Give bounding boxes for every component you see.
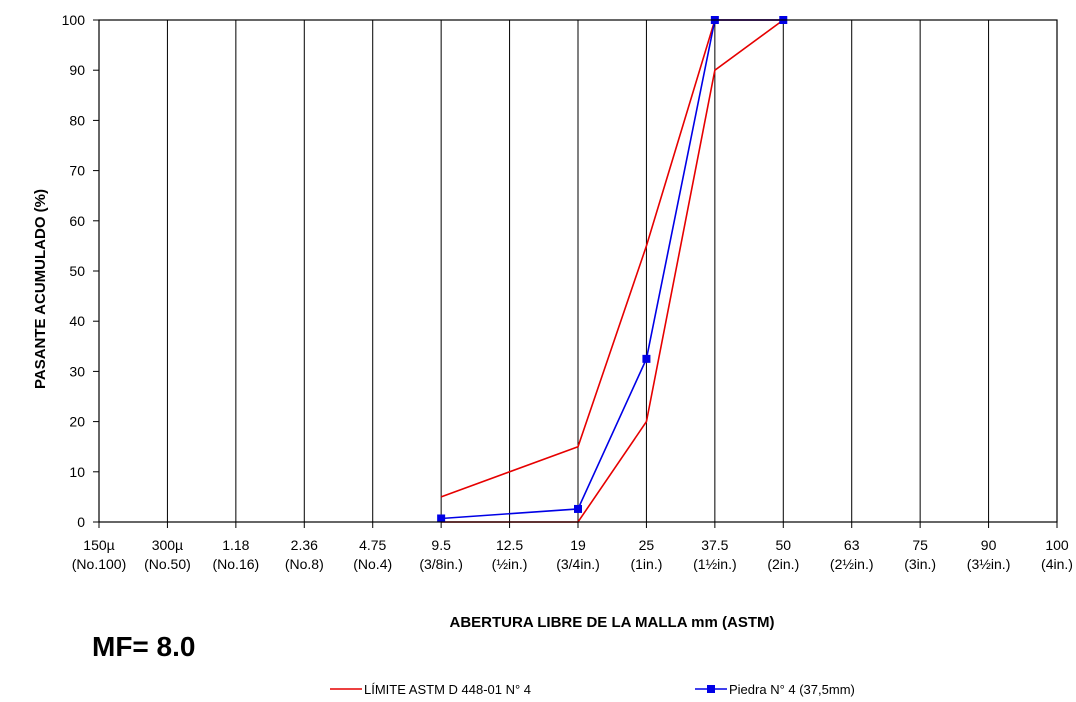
x-tick-label-top: 1.18 <box>222 537 249 553</box>
x-tick-label-top: 100 <box>1045 537 1069 553</box>
y-tick-label: 100 <box>62 12 86 28</box>
x-tick-label-top: 2.36 <box>291 537 318 553</box>
x-tick-label-bottom: (3/8in.) <box>419 556 463 572</box>
x-tick-label-top: 9.5 <box>431 537 451 553</box>
x-tick-label-top: 4.75 <box>359 537 386 553</box>
y-axis-ticks: 0 10 20 30 40 50 60 70 80 90 100 <box>62 12 99 530</box>
y-tick-label: 40 <box>69 313 85 329</box>
series-layer <box>437 16 788 523</box>
x-tick-label-top: 300µ <box>152 537 183 553</box>
x-tick-label-top: 25 <box>639 537 655 553</box>
y-axis-title: PASANTE ACUMULADO (%) <box>32 189 49 389</box>
x-tick-label-bottom: (No.8) <box>285 556 324 572</box>
x-tick-label-bottom: (3/4in.) <box>556 556 600 572</box>
x-tick-label-bottom: (4in.) <box>1041 556 1073 572</box>
y-tick-label: 30 <box>69 363 85 379</box>
x-tick-label-bottom: (No.16) <box>213 556 260 572</box>
data-point <box>574 504 582 513</box>
series-line-2 <box>441 19 784 520</box>
x-tick-label-bottom: (No.4) <box>353 556 392 572</box>
x-tick-label-top: 50 <box>775 537 791 553</box>
legend-label: Piedra N° 4 (37,5mm) <box>729 682 855 697</box>
x-tick-label-top: 150µ <box>83 537 114 553</box>
x-tick-label-top: 19 <box>570 537 586 553</box>
x-tick-label-bottom: (1in.) <box>630 556 662 572</box>
y-tick-label: 60 <box>69 213 85 229</box>
x-tick-label-bottom: (3½in.) <box>967 556 1011 572</box>
x-tick-label-top: 12.5 <box>496 537 523 553</box>
x-tick-label-top: 63 <box>844 537 860 553</box>
x-axis-title: ABERTURA LIBRE DE LA MALLA mm (ASTM) <box>450 614 775 631</box>
y-tick-label: 0 <box>77 514 85 530</box>
x-tick-label-top: 75 <box>912 537 928 553</box>
legend: LÍMITE ASTM D 448-01 N° 4 Piedra N° 4 (37… <box>330 682 855 697</box>
x-tick-label-bottom: (No.50) <box>144 556 191 572</box>
grid-lines <box>166 20 990 522</box>
fineness-modulus-label: MF= 8.0 <box>92 631 195 662</box>
y-tick-label: 90 <box>69 62 85 78</box>
x-tick-label-top: 37.5 <box>701 537 728 553</box>
legend-swatch-marker <box>707 685 715 693</box>
legend-label: LÍMITE ASTM D 448-01 N° 4 <box>364 682 531 697</box>
x-axis-ticks: 150µ (No.100) 300µ (No.50) 1.18 (No.16) 2.36 (N… <box>72 522 1073 572</box>
x-tick-label-bottom: (No.100) <box>72 556 126 572</box>
x-tick-label-bottom: (½in.) <box>492 556 528 572</box>
x-tick-label-bottom: (2½in.) <box>830 556 874 572</box>
y-tick-label: 20 <box>69 414 85 430</box>
x-tick-label-bottom: (3in.) <box>904 556 936 572</box>
series-line-0 <box>440 19 784 498</box>
x-tick-label-bottom: (2in.) <box>767 556 799 572</box>
y-tick-label: 80 <box>69 112 85 128</box>
x-tick-label-top: 90 <box>981 537 997 553</box>
y-tick-label: 50 <box>69 263 85 279</box>
series-line-1 <box>441 19 784 523</box>
data-point <box>437 514 446 523</box>
y-tick-label: 70 <box>69 163 85 179</box>
data-point <box>642 354 651 363</box>
y-tick-label: 10 <box>69 464 85 480</box>
x-tick-label-bottom: (1½in.) <box>693 556 737 572</box>
